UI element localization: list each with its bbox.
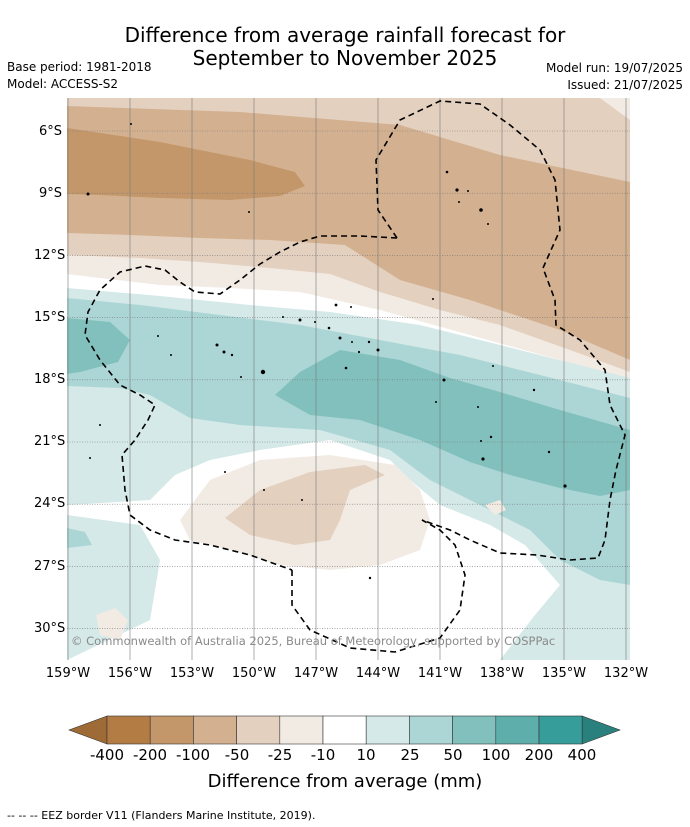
lon-label-159w: 159°W [45,666,91,681]
base-period: Base period: 1981-2018 [7,60,152,74]
lon-label-147w: 147°W [293,666,339,681]
eez-borders [84,100,626,653]
eez-border-pitcairn [291,519,466,653]
grid-lines [67,98,630,660]
colorbar-label-8: 50 [443,746,463,764]
lat-label-9s: 9°S [38,186,62,201]
colorbar-segment [365,715,410,745]
contour-wet-50-east [275,350,630,496]
colorbar-label-0: -400 [89,746,125,764]
lat-label-15s: 15°S [34,310,66,325]
eez-footnote: -- -- -- EEZ border V11 (Flanders Marine… [7,809,316,822]
lon-label-138w: 138°W [479,666,525,681]
lon-label-144w: 144°W [355,666,401,681]
contour-dry-small [96,608,128,640]
model-run: Model run: 19/07/2025 [545,61,683,75]
colorbar-extend-high [581,715,621,745]
contour-wet-10-south [67,515,160,660]
lat-label-21s: 21°S [34,434,66,449]
copyright-notice: © Commonwealth of Australia 2025, Bureau… [71,634,556,648]
islands [86,123,567,580]
lat-label-12s: 12°S [34,248,66,263]
colorbar-label-5: -10 [310,746,336,764]
colorbar-title: Difference from average (mm) [207,771,483,792]
colorbar-segment [279,715,324,745]
lat-label-27s: 27°S [34,559,66,574]
colorbar-segment [452,715,497,745]
lon-label-135w: 135°W [541,666,587,681]
meta-left: Base period: 1981-2018 Model: ACCESS-S2 [7,59,152,93]
lat-label-24s: 24°S [34,496,66,511]
lon-label-132w: 132°W [603,666,649,681]
model-name: Model: ACCESS-S2 [7,77,119,91]
colorbar-label-2: -100 [175,746,211,764]
colorbar-segment [495,715,540,745]
colorbar-segment [236,715,281,745]
colorbar-label-4: -25 [267,746,293,764]
title-line-1: Difference from average rainfall forecas… [124,23,566,47]
map-panel [67,98,630,660]
title-line-2: September to November 2025 [192,46,498,70]
colorbar-label-3: -50 [224,746,250,764]
colorbar-segment [106,715,151,745]
colorbar-label-1: -200 [132,746,168,764]
colorbar-label-11: 400 [567,746,597,764]
contour-dry-25-south [225,465,385,545]
lat-label-30s: 30°S [34,621,66,636]
contour-wet-50-west [67,318,130,374]
contour-dry-100 [67,128,305,200]
colorbar-segment [193,715,237,745]
lon-label-150w: 150°W [231,666,277,681]
issued-date: Issued: 21/07/2025 [567,78,683,92]
colorbar-segment [409,715,453,745]
lat-label-6s: 6°S [38,124,62,139]
colorbar-label-6: 10 [356,746,376,764]
colorbar-label-10: 200 [524,746,554,764]
eez-border-west [84,235,398,571]
colorbar [68,715,621,745]
colorbar-segment [149,715,194,745]
contour-wet-25 [67,298,630,585]
colorbar-label-7: 25 [400,746,420,764]
colorbar-segment [538,715,583,745]
meta-right: Model run: 19/07/2025 Issued: 21/07/2025 [546,60,683,94]
lat-label-18s: 18°S [34,372,66,387]
colorbar-label-9: 100 [481,746,511,764]
lon-label-156w: 156°W [107,666,153,681]
eez-border-marquesas [375,100,626,561]
map-title: Difference from average rainfall forecas… [0,24,690,70]
colorbar-extend-low [68,715,108,745]
colorbar-segment [322,715,367,745]
lon-label-141w: 141°W [417,666,463,681]
lon-label-153w: 153°W [169,666,215,681]
contour-wet-25-sw [67,528,92,548]
contour-dry-small-east [485,500,506,515]
